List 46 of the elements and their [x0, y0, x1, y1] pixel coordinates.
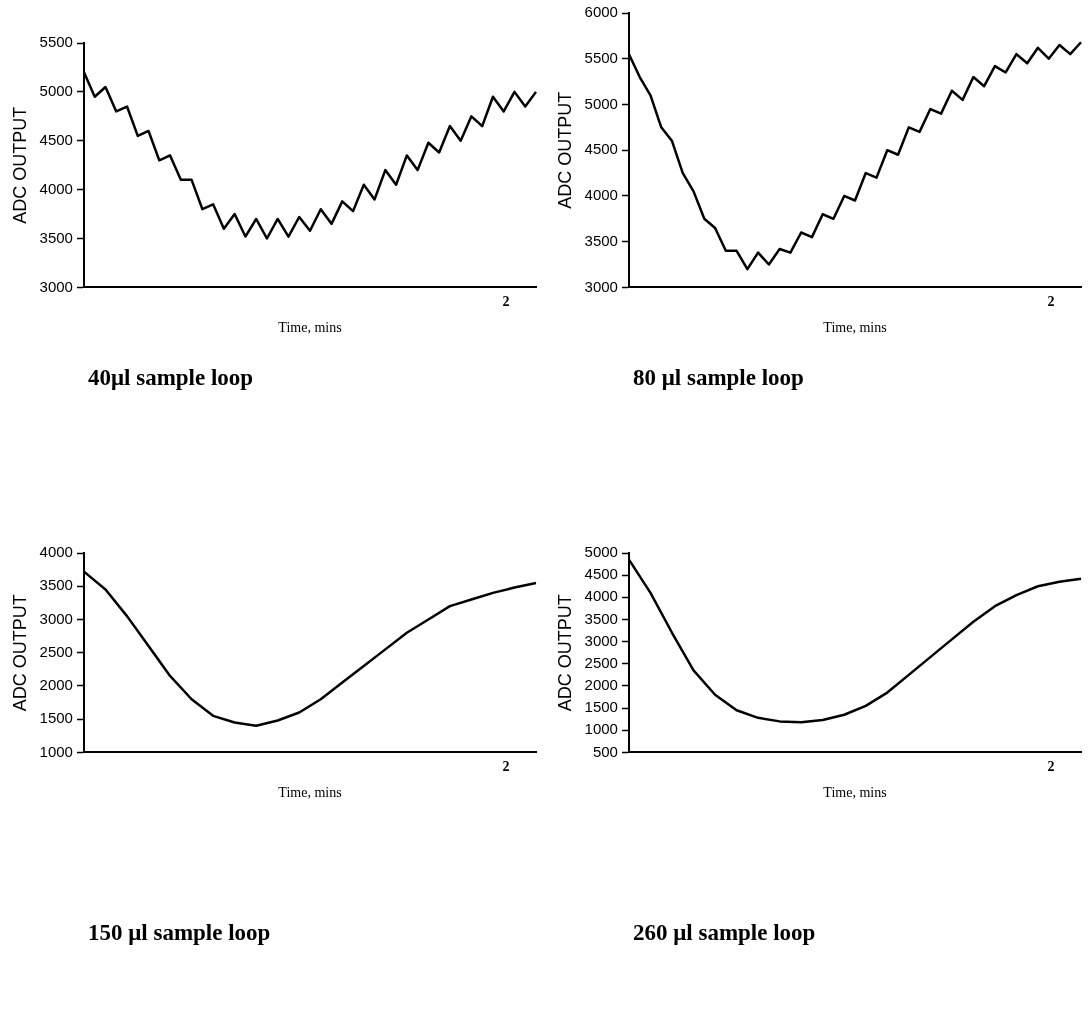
y-tick-label: 4000: [39, 179, 73, 197]
y-tick-label: 4000: [584, 186, 618, 204]
y-tick-label: 5000: [584, 543, 618, 561]
text: 2: [502, 294, 510, 310]
y-tick-label: 4500: [584, 140, 618, 158]
y-tick-label: 5000: [39, 82, 73, 100]
y-tick-label: 3500: [39, 228, 73, 246]
text: 2: [502, 759, 510, 775]
y-tick-label: 500: [592, 742, 618, 760]
y-tick-label: 1500: [584, 698, 618, 716]
y-tick-label: 5500: [39, 33, 73, 51]
y-tick-label: 6000: [584, 3, 618, 21]
y-tick-label: 3000: [39, 609, 73, 627]
text: 260 μl sample loop: [633, 920, 817, 946]
text: 150 μl sample loop: [88, 920, 272, 946]
text: 80 μl sample loop: [633, 365, 805, 391]
text: 2: [1047, 759, 1055, 775]
y-tick-label: 3500: [584, 609, 618, 627]
y-tick-label: 2500: [39, 642, 73, 660]
x-axis-title: Time, mins: [278, 785, 342, 801]
x-axis-title: Time, mins: [823, 785, 887, 801]
text: 40μl sample loop: [88, 365, 255, 391]
y-tick-label: 3000: [584, 277, 618, 295]
y-tick-label: 5000: [584, 94, 618, 112]
y-tick-label: 1500: [39, 709, 73, 727]
y-tick-label: 3000: [39, 277, 73, 295]
y-tick-label: 4500: [584, 565, 618, 583]
y-tick-label: 1000: [39, 742, 73, 760]
y-axis-title: ADC OUTPUT: [9, 106, 30, 224]
y-tick-label: 2000: [39, 676, 73, 694]
y-axis-title: ADC OUTPUT: [554, 91, 575, 209]
y-axis-title: ADC OUTPUT: [9, 594, 30, 712]
y-tick-label: 1000: [584, 720, 618, 738]
y-tick-label: 4000: [584, 587, 618, 605]
y-tick-label: 4000: [39, 543, 73, 561]
y-tick-label: 3500: [584, 231, 618, 249]
y-tick-label: 2000: [584, 676, 618, 694]
y-tick-label: 3500: [39, 576, 73, 594]
x-axis-title: Time, mins: [278, 320, 342, 336]
x-axis-title: Time, mins: [823, 320, 887, 336]
y-tick-label: 2500: [584, 653, 618, 671]
y-axis-title: ADC OUTPUT: [554, 594, 575, 712]
y-tick-label: 3000: [584, 631, 618, 649]
y-tick-label: 4500: [39, 130, 73, 148]
y-tick-label: 5500: [584, 48, 618, 66]
text: 2: [1047, 294, 1055, 310]
